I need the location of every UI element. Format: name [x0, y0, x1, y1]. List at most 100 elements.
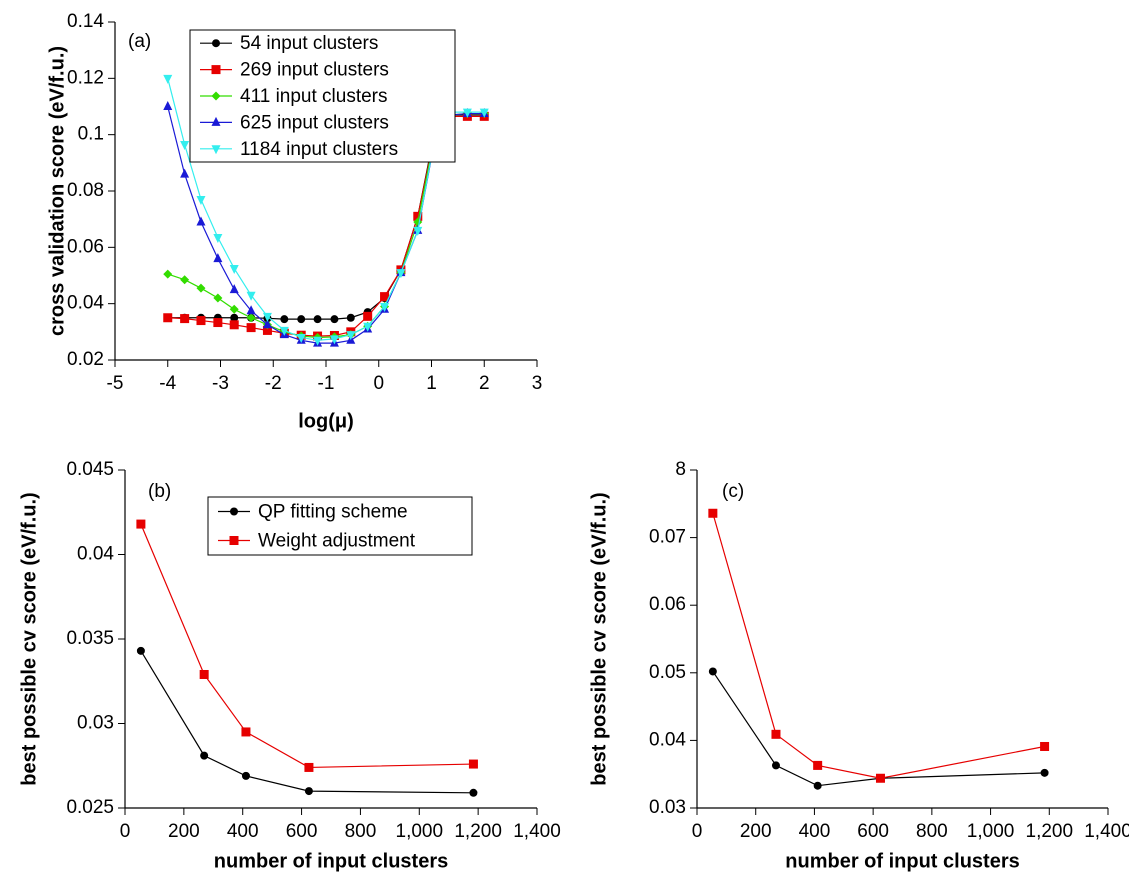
x-axis-label: number of input clusters	[785, 850, 1019, 872]
legend-label: 54 input clusters	[240, 33, 378, 54]
marker	[279, 326, 289, 336]
x-tick-label: 200	[168, 821, 200, 842]
marker	[813, 760, 823, 770]
marker	[813, 781, 822, 790]
marker	[246, 313, 256, 323]
marker	[262, 319, 272, 329]
x-tick-label: 1,200	[454, 821, 502, 842]
y-tick-label: 0.12	[67, 67, 104, 88]
marker	[196, 283, 206, 293]
x-tick-label: 3	[532, 373, 543, 394]
marker	[363, 311, 373, 321]
marker	[304, 787, 313, 796]
y-tick-label: 0.025	[66, 797, 114, 818]
marker	[229, 320, 239, 330]
series-line	[712, 513, 1045, 779]
legend-box	[207, 496, 473, 556]
marker	[413, 211, 423, 221]
marker	[771, 761, 780, 770]
marker	[163, 101, 173, 110]
legend-marker	[230, 507, 238, 516]
marker	[163, 269, 173, 279]
marker	[262, 325, 272, 335]
y-tick-label: 0.03	[77, 713, 114, 734]
marker	[468, 759, 478, 769]
marker	[708, 667, 717, 676]
y-tick-label: 0.14	[67, 11, 104, 32]
x-tick-label: -1	[318, 373, 335, 394]
x-tick-label: -4	[159, 373, 176, 394]
marker	[213, 233, 223, 243]
marker	[229, 304, 239, 314]
legend-marker	[211, 65, 221, 75]
marker	[180, 168, 190, 178]
y-tick-label: 0.045	[66, 459, 114, 480]
marker	[363, 322, 373, 332]
x-tick-label: 400	[799, 821, 831, 842]
y-tick-label: 0.035	[66, 628, 114, 649]
annotation: (a)	[128, 31, 151, 52]
legend-marker	[212, 39, 220, 48]
y-tick-label: 0.04	[67, 293, 104, 314]
marker	[1040, 768, 1049, 777]
marker	[346, 331, 356, 341]
legend-label: 625 input clusters	[240, 112, 389, 133]
marker	[241, 727, 251, 737]
marker	[229, 264, 239, 274]
marker	[413, 226, 423, 236]
y-axis-label: best possible cv score (eV/f.u.)	[588, 492, 610, 785]
marker	[380, 302, 390, 312]
legend-marker	[211, 116, 221, 126]
marker	[708, 508, 718, 518]
legend-label: 1184 input clusters	[240, 139, 398, 160]
marker	[200, 751, 209, 760]
y-axis-label: best possible cv score (eV/f.u.)	[18, 492, 40, 785]
marker	[136, 519, 146, 529]
y-tick-label: 0.05	[649, 662, 686, 683]
marker	[304, 762, 314, 772]
x-tick-label: 1,000	[967, 821, 1015, 842]
marker	[230, 313, 239, 322]
y-tick-label: 0.06	[649, 594, 686, 615]
marker	[246, 305, 256, 315]
x-tick-label: 2	[479, 373, 490, 394]
x-tick-label: 800	[916, 821, 948, 842]
x-axis-label: number of input clusters	[214, 850, 448, 872]
marker	[330, 315, 339, 324]
legend-marker	[211, 91, 221, 101]
x-tick-label: -5	[107, 373, 124, 394]
marker	[297, 315, 306, 324]
y-axis-label: cross validation score (eV/f.u.)	[46, 46, 68, 336]
marker	[280, 315, 289, 324]
x-tick-label: -3	[212, 373, 229, 394]
y-tick-label: 0.04	[77, 544, 114, 565]
marker	[241, 771, 250, 780]
marker	[462, 108, 472, 118]
marker	[196, 216, 206, 226]
legend-box	[189, 29, 456, 163]
marker	[1040, 741, 1050, 751]
y-tick-label: 0.06	[67, 236, 104, 257]
y-tick-label: 0.02	[67, 349, 104, 370]
annotation: (c)	[722, 481, 744, 502]
annotation: (b)	[148, 481, 171, 502]
marker	[313, 336, 323, 346]
marker	[213, 293, 223, 303]
marker	[246, 323, 256, 333]
legend-marker	[229, 536, 239, 545]
legend-marker	[211, 145, 221, 155]
y-tick-label: 0.08	[67, 180, 104, 201]
legend-label: 411 input clusters	[240, 86, 388, 107]
marker	[380, 292, 390, 302]
marker	[246, 291, 256, 301]
y-tick-label: 0.04	[649, 729, 686, 750]
marker	[329, 335, 339, 345]
marker	[229, 284, 239, 294]
marker	[199, 669, 209, 679]
x-tick-label: 0	[373, 373, 384, 394]
marker	[875, 773, 885, 783]
x-tick-label: 800	[345, 821, 377, 842]
x-tick-label: 1,200	[1026, 821, 1074, 842]
legend-label: QP fitting scheme	[258, 502, 408, 523]
